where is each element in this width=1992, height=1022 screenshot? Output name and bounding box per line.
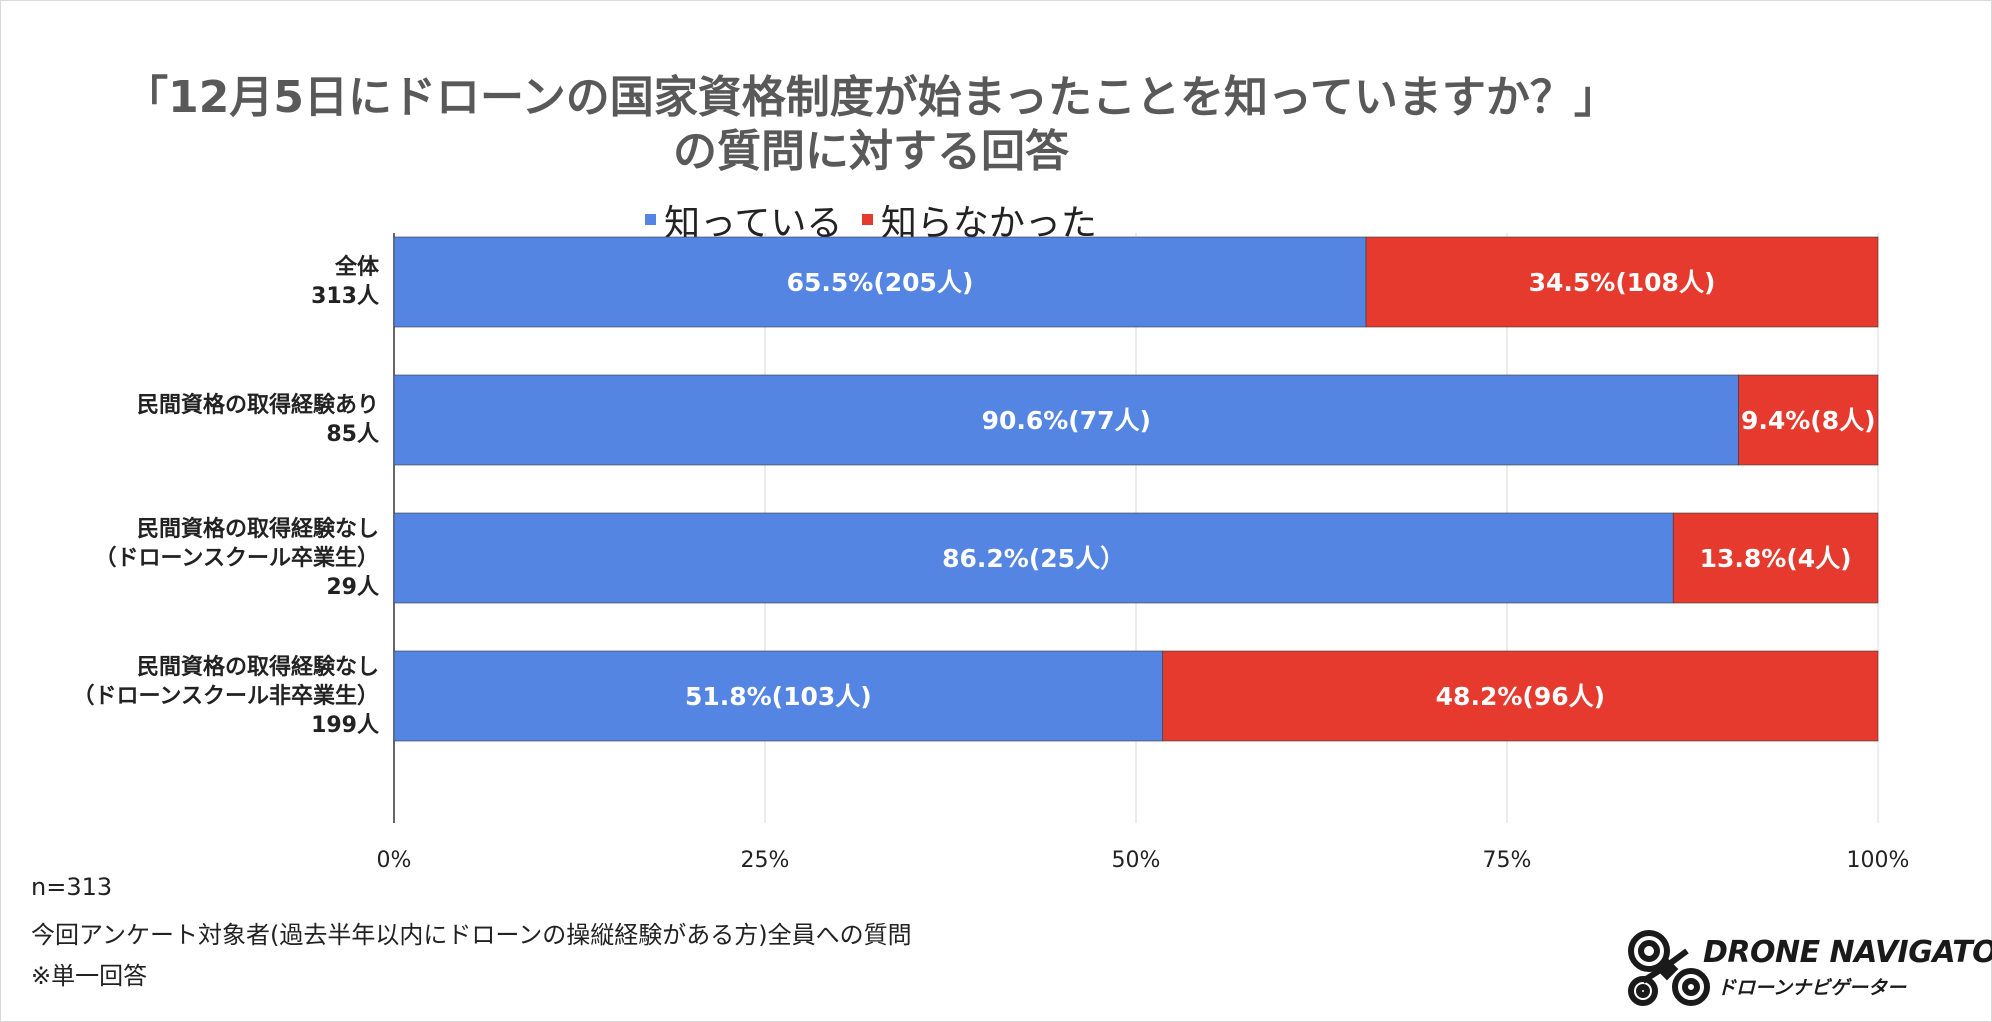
category-label-line: 民間資格の取得経験なし: [136, 516, 379, 542]
legend-label-unknown: 知らなかった: [880, 202, 1097, 244]
data-label: 86.2%(25人）: [942, 544, 1125, 573]
bar-known: [393, 374, 1739, 466]
category-label-line: 全体: [334, 255, 379, 280]
category-label-line: 199人: [311, 712, 379, 738]
x-tick-label: 25%: [741, 848, 790, 873]
data-label: 90.6%(77人): [982, 406, 1151, 435]
category-label: 民間資格の取得経験なし （ドローンスクール卒業生） 29人: [95, 515, 379, 602]
logo-name: DRONE NAVIGATOR: [1703, 935, 1992, 970]
footnote-sample-size: n=313: [31, 873, 113, 901]
x-tick-label: 50%: [1112, 848, 1161, 873]
bar-unknown: [1162, 650, 1879, 742]
chart-legend: 知っている 知らなかった: [1, 193, 1741, 246]
legend-swatch-unknown: [861, 214, 873, 225]
category-label-line: 民間資格の取得経験あり: [136, 393, 379, 418]
category-label: 民間資格の取得経験あり 85人: [137, 391, 379, 449]
footnote-answer-type: ※単一回答: [31, 962, 148, 990]
drone-logo-icon: [1628, 930, 1710, 1006]
category-label-line: 313人: [311, 284, 379, 309]
data-label: 34.5%(108人): [1529, 268, 1716, 297]
data-label: 13.8%(4人): [1700, 544, 1852, 573]
bar-unknown: [1672, 512, 1879, 604]
data-label: 51.8%(103人): [685, 682, 872, 711]
category-label: 民間資格の取得経験なし （ドローンスクール非卒業生） 199人: [73, 653, 379, 740]
legend-swatch-known: [645, 214, 657, 225]
data-label: 9.4%(8人): [1741, 406, 1876, 435]
x-tick-label: 100%: [1847, 848, 1910, 873]
bar-unknown: [1738, 374, 1879, 466]
data-label: 65.5%(205人): [787, 268, 974, 297]
legend-item-unknown: 知らなかった: [861, 194, 1097, 246]
bar-unknown: [1365, 236, 1879, 328]
category-label-line: （ドローンスクール非卒業生）: [72, 683, 379, 709]
category-label: 全体 313人: [311, 253, 379, 311]
category-label-line: 民間資格の取得経験なし: [136, 654, 379, 680]
x-tick-label: 0%: [377, 848, 412, 873]
category-label-line: 29人: [326, 574, 379, 600]
legend-item-known: 知っている: [645, 194, 842, 246]
chart-subtitle: の質問に対する回答: [673, 126, 1069, 177]
bar-known: [393, 236, 1367, 328]
data-label: 48.2%(96人): [1436, 682, 1605, 711]
category-label-line: （ドローンスクール卒業生）: [94, 545, 379, 571]
x-tick-label: 75%: [1483, 848, 1532, 873]
bar-known: [393, 512, 1674, 604]
logo-subtitle: ドローンナビゲーター: [1717, 977, 1907, 999]
bar-known: [393, 650, 1164, 742]
chart-title: 「12月5日にドローンの国家資格制度が始まったことを知っていますか？」: [124, 72, 1618, 123]
legend-label-known: 知っている: [664, 202, 843, 244]
category-label-line: 85人: [326, 422, 379, 447]
footnote-target: 今回アンケート対象者(過去半年以内にドローンの操縦経験がある方)全員への質問: [31, 921, 912, 949]
